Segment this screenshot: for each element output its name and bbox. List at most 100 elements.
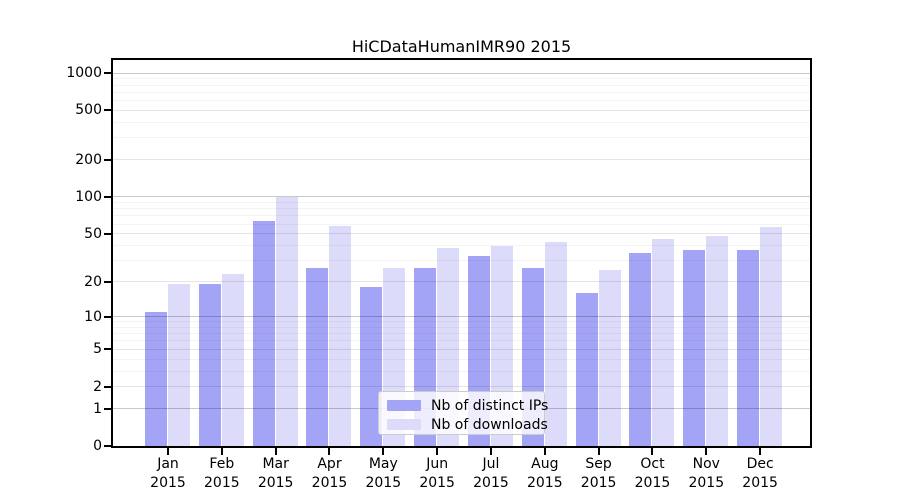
gridline [113,100,810,102]
x-tick-mark [436,448,439,455]
bar-mar-downloads [275,197,298,446]
x-tick-mark [597,448,600,455]
bar-aug-downloads [544,242,567,446]
x-tick-label-may: May 2015 [365,456,402,491]
x-tick-label-feb: Feb 2015 [204,456,240,491]
x-tick-label-jun: Jun 2015 [419,456,455,491]
bar-apr-ips [306,268,329,446]
x-tick-mark [651,448,654,455]
x-tick-mark [489,448,492,455]
gridline [113,281,810,283]
bar-dec-ips [737,250,760,446]
y-tick-mark [104,348,111,351]
legend-label-downloads: Nb of downloads [431,416,548,433]
y-tick-label: 0 [93,438,102,454]
y-tick-label: 100 [75,188,102,205]
x-tick-mark [328,448,331,455]
gridline [113,72,810,74]
gridline [113,386,810,388]
x-tick-mark [543,448,546,455]
legend-swatch-downloads [387,419,421,430]
x-tick-label-jul: Jul 2015 [473,456,509,491]
y-tick-label: 10 [84,308,102,325]
x-tick-label-apr: Apr 2015 [311,456,348,491]
gridline [113,208,810,210]
y-tick-label: 20 [84,273,102,290]
y-tick-mark [104,158,111,161]
bar-jan-ips [145,312,167,446]
legend: Nb of distinct IPs Nb of downloads [378,391,548,435]
plot-area [113,60,810,446]
gridline [113,245,810,247]
gridline [113,326,810,328]
y-tick-mark [104,407,111,410]
legend-item-distinct-ips: Nb of distinct IPs [379,397,548,414]
gridline [113,260,810,262]
bar-sep-downloads [598,270,621,446]
x-tick-label-nov: Nov 2015 [688,456,725,491]
x-tick-mark [705,448,708,455]
x-tick-mark [274,448,277,455]
y-tick-mark [104,280,111,283]
gridline [113,233,810,235]
y-tick-mark [104,385,111,388]
gridline [113,84,810,86]
bar-jan-downloads [168,284,190,446]
bar-nov-downloads [706,236,729,446]
legend-item-downloads: Nb of downloads [379,416,548,433]
bar-feb-downloads [221,274,244,446]
x-tick-label-sep: Sep 2015 [580,456,617,491]
y-tick-label: 200 [75,151,102,168]
gridline [113,333,810,335]
gridline [113,223,810,225]
gridline [113,321,810,323]
y-tick-mark [104,109,111,112]
y-tick-label: 500 [75,102,102,119]
y-tick-label: 1000 [66,65,102,82]
gridline [113,121,810,123]
x-tick-label-oct: Oct 2015 [634,456,671,491]
y-tick-mark [104,315,111,318]
gridline [113,340,810,342]
x-tick-mark [220,448,223,455]
y-tick-label: 5 [93,341,102,358]
gridline [113,358,810,360]
gridline [113,370,810,372]
y-tick-label: 50 [84,225,102,242]
y-tick-label: 2 [93,378,102,395]
chart-title: HiCDataHumanIMR90 2015 [351,37,572,56]
x-tick-label-dec: Dec 2015 [742,456,778,491]
gridline [113,316,810,318]
bar-oct-ips [629,253,652,446]
x-tick-mark [759,448,762,455]
gridline [113,109,810,111]
bar-nov-ips [683,250,706,446]
gridline [113,202,810,204]
bar-dec-downloads [760,227,783,446]
bar-mar-ips [252,221,275,446]
x-tick-label-jan: Jan 2015 [150,456,186,491]
y-tick-mark [104,195,111,198]
legend-swatch-distinct-ips [387,400,421,411]
bar-feb-ips [198,284,221,446]
x-tick-mark [167,448,169,455]
bar-sep-ips [575,293,598,446]
x-tick-label-mar: Mar 2015 [257,456,294,491]
gridline [113,348,810,350]
gridline [113,137,810,139]
x-tick-label-aug: Aug 2015 [526,456,563,491]
gridline [113,91,810,93]
y-tick-mark [104,232,111,235]
x-tick-mark [382,448,385,455]
gridline [113,215,810,217]
gridline [113,159,810,161]
bar-oct-downloads [652,239,675,446]
gridline [113,196,810,198]
y-tick-mark [104,445,111,447]
legend-label-distinct-ips: Nb of distinct IPs [431,397,549,414]
y-tick-label: 1 [93,400,102,417]
bar-may-ips [360,287,383,446]
y-tick-mark [104,72,111,75]
gridline [113,78,810,80]
